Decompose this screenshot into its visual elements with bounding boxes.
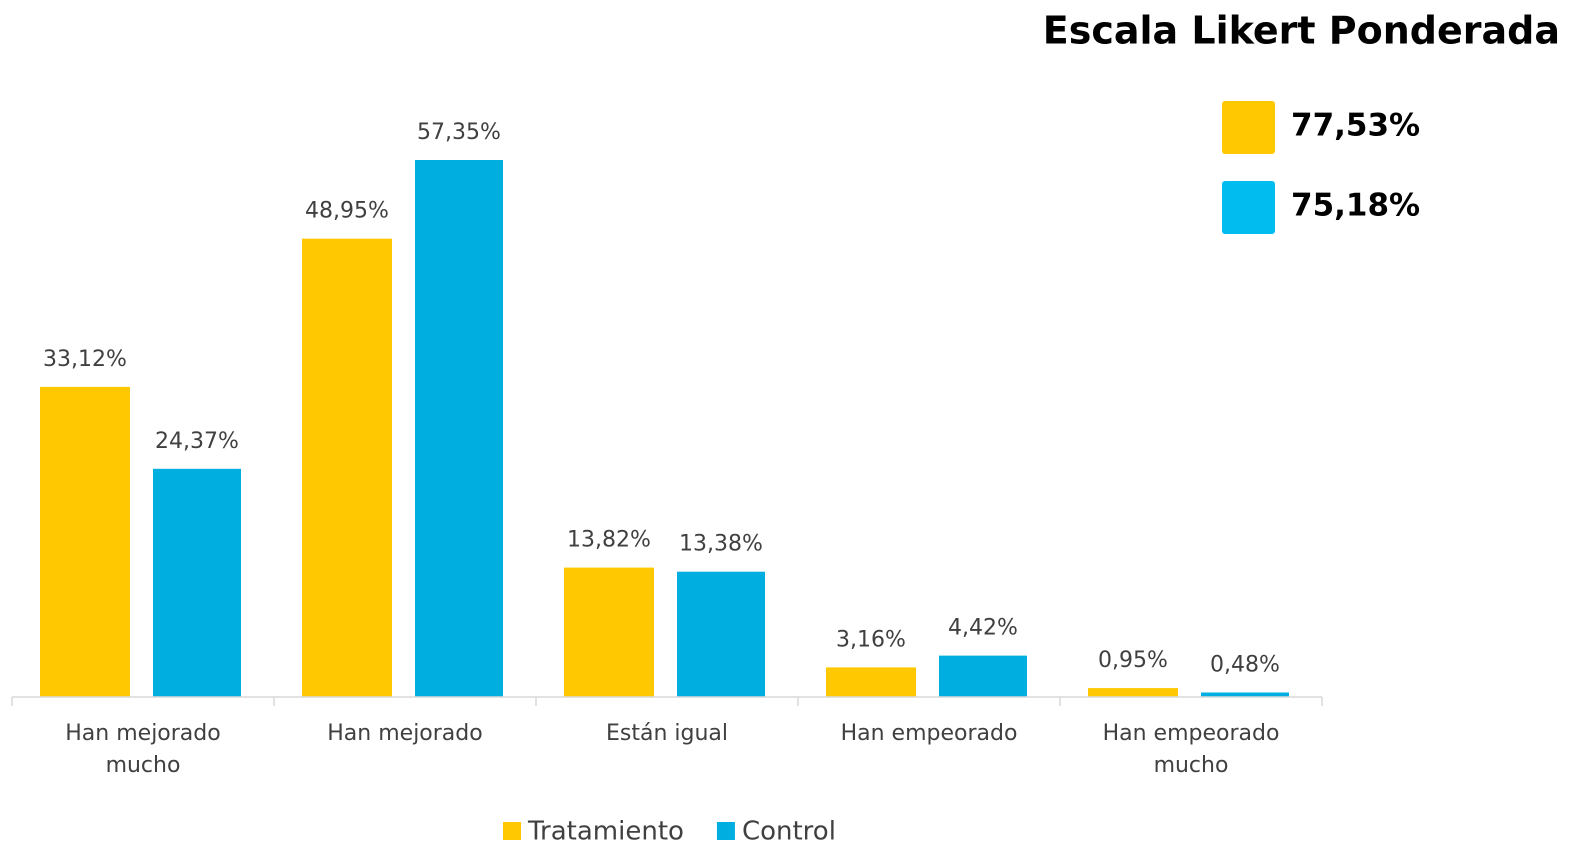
bar	[939, 655, 1027, 697]
x-tick-label: Han empeorado mucho	[1102, 721, 1280, 778]
bar	[153, 468, 241, 697]
bar	[1088, 688, 1178, 697]
data-label: 57,35%	[417, 120, 501, 145]
weighted-value: 77,53%	[1291, 108, 1420, 144]
data-label: 33,12%	[43, 347, 127, 372]
data-label: 13,38%	[679, 532, 763, 557]
bar	[415, 160, 503, 697]
x-tick-label: Han mejorado	[327, 721, 483, 746]
data-label: 13,82%	[567, 528, 651, 553]
data-label: 0,48%	[1210, 653, 1280, 678]
data-label: 24,37%	[155, 429, 239, 454]
legend-swatch	[503, 822, 521, 840]
bar	[302, 238, 392, 698]
data-label: 4,42%	[948, 616, 1018, 641]
x-tick-label-box: Han empeorado mucho	[1102, 721, 1280, 778]
bar	[1201, 692, 1289, 697]
x-tick-label: Han empeorado	[840, 721, 1018, 746]
legend-swatch	[716, 822, 735, 840]
weighted-swatch	[1222, 101, 1275, 154]
legend-label: Control	[742, 817, 836, 845]
bar	[564, 567, 654, 697]
weighted-swatch	[1222, 181, 1275, 234]
data-label: 3,16%	[836, 627, 906, 652]
data-label: 48,95%	[305, 199, 389, 224]
x-tick-label-box: Están igual	[605, 721, 729, 746]
x-tick-label-box: Han empeorado	[840, 721, 1018, 746]
weighted-title: Escala Likert Ponderada	[1043, 9, 1560, 53]
bar	[677, 571, 765, 697]
bar	[826, 667, 916, 697]
x-tick-label-box: Han mejorado mucho	[65, 721, 221, 778]
x-tick-label-box: Han mejorado	[327, 721, 483, 746]
x-tick-label: Han mejorado mucho	[65, 721, 221, 778]
weighted-value: 75,18%	[1291, 188, 1420, 224]
bar	[40, 386, 130, 697]
legend-label: Tratamiento	[527, 817, 684, 845]
data-label: 0,95%	[1098, 648, 1168, 673]
x-tick-label: Están igual	[605, 721, 729, 746]
